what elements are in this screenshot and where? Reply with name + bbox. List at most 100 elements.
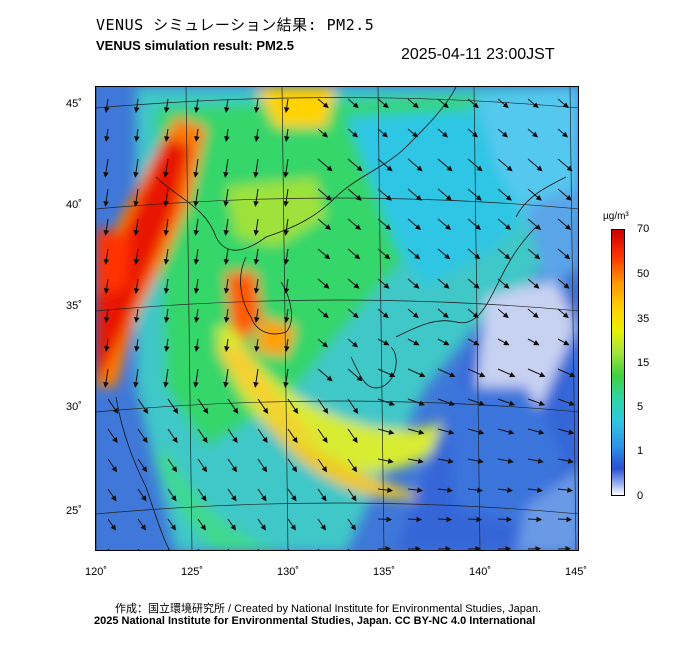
wind-vector-head (352, 312, 359, 319)
wind-vector-head (292, 436, 298, 444)
wind-vector-head (325, 194, 332, 201)
wind-vector-head (253, 229, 260, 236)
lon-label-130: 130˚ (277, 566, 300, 578)
wind-vector-head (321, 341, 329, 348)
wind-vector-head (383, 282, 390, 289)
wind-vector-head (134, 135, 140, 142)
wind-vector-head (532, 102, 539, 109)
wind-vector-head (163, 381, 169, 388)
wind-vector-head (324, 224, 332, 231)
wind-vector-head (163, 287, 170, 294)
wind-vector-head (253, 287, 260, 294)
colorbar-tick-0: 0 (637, 490, 644, 502)
wind-vector-head (232, 407, 239, 414)
wind-vector-head (103, 287, 110, 294)
wind-vector-head (223, 106, 230, 113)
wind-vector-head (386, 516, 393, 523)
wind-vector-head (284, 135, 290, 142)
wind-vector-head (507, 487, 514, 493)
title-english: VENUS simulation result: PM2.5 (96, 38, 294, 53)
wind-vector-head (502, 312, 509, 319)
wind-vector-head (322, 102, 329, 109)
wind-vector-head (133, 316, 140, 323)
wind-vector-head (476, 165, 483, 172)
wind-vector-head (567, 487, 574, 493)
colorbar-tick-5: 5 (637, 401, 644, 413)
title-japanese: VENUS シミュレーション結果: PM2.5 (96, 16, 375, 34)
wind-vector-head (538, 429, 545, 435)
wind-vector-head (223, 258, 230, 265)
wind-vector-head (386, 165, 393, 172)
wind-vector-head (193, 287, 200, 294)
wind-vector-head (385, 194, 392, 201)
wind-vector-head (133, 200, 139, 207)
wind-vector-head (504, 224, 512, 231)
wind-vector-head (537, 487, 544, 493)
wind-vector-head (261, 495, 267, 502)
wind-vector-head (223, 316, 230, 323)
wind-vector-head (475, 545, 482, 550)
pm25-concentration-field (96, 87, 578, 550)
wind-vector-head (324, 253, 331, 260)
wind-vector-head (536, 516, 543, 523)
colorbar-tick-35: 35 (637, 313, 650, 325)
wind-vector-head (231, 466, 238, 473)
wind-vector-head (112, 407, 119, 414)
wind-vector-head (223, 171, 229, 178)
wind-vector-head (412, 312, 419, 319)
wind-vector-head (322, 436, 328, 444)
wind-vector-head (171, 466, 178, 473)
wind-vector-head (473, 282, 480, 289)
wind-vector-head (164, 345, 170, 352)
wind-vector-head (477, 458, 484, 464)
wind-vector-head (356, 375, 363, 382)
wind-vector-head (507, 458, 514, 464)
wind-vector-head (193, 316, 200, 323)
pm25-map[interactable] (95, 86, 579, 551)
wind-vector-head (104, 345, 110, 352)
wind-vector-head (443, 340, 450, 346)
wind-vector-head (566, 165, 573, 172)
lat-label-45: 45˚ (66, 98, 82, 110)
wind-vector-head (164, 135, 170, 142)
wind-vector-head (223, 200, 229, 207)
lon-label-140: 140˚ (469, 566, 492, 578)
wind-vector-head (283, 171, 289, 178)
wind-vector-head (253, 381, 259, 388)
wind-vector-head (353, 282, 360, 289)
wind-vector-head (416, 516, 423, 523)
wind-vector-head (385, 545, 392, 550)
wind-vector-head (133, 258, 140, 265)
wind-vector-head (382, 102, 389, 109)
wind-vector-head (474, 224, 482, 231)
wind-vector-head (326, 165, 333, 172)
wind-vector-head (224, 345, 230, 352)
wind-vector-head (539, 371, 546, 378)
wind-vector-head (193, 381, 199, 388)
wind-vector-head (416, 165, 423, 172)
wind-vector-head (141, 495, 147, 502)
wind-vector-head (443, 282, 450, 289)
wind-vector-head (253, 258, 260, 265)
wind-vector-head (254, 135, 260, 142)
wind-vector-head (163, 171, 169, 178)
colorbar-tick-1: 1 (637, 445, 644, 457)
lat-label-40: 40˚ (66, 199, 82, 211)
wind-vector-head (262, 407, 269, 414)
wind-vector-head (355, 194, 362, 201)
wind-vector-head (133, 171, 139, 178)
wind-vector-head (419, 371, 426, 378)
wind-vector-head (565, 545, 572, 550)
wind-vector-head (535, 545, 542, 550)
wind-vector-head (352, 407, 359, 414)
wind-vector-head (283, 381, 289, 388)
wind-vector-head (283, 200, 289, 207)
wind-vector-head (356, 165, 363, 172)
wind-vector-head (170, 524, 176, 531)
wind-vector-head (193, 229, 200, 236)
wind-vector-head (292, 407, 299, 414)
wind-vector-head (472, 312, 479, 319)
wind-vector-head (193, 171, 199, 178)
wind-vector-head (566, 516, 573, 523)
wind-vector-head (565, 194, 572, 201)
